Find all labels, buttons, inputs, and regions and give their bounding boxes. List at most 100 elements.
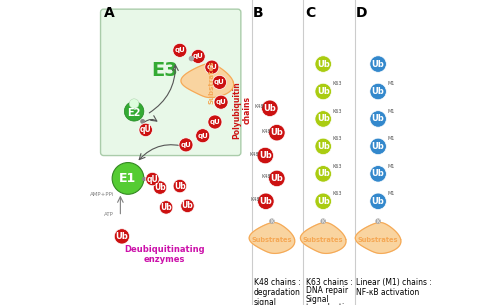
Text: AMP+PPi: AMP+PPi <box>90 192 114 197</box>
Text: qU: qU <box>193 53 203 59</box>
Circle shape <box>315 56 332 72</box>
Text: K48: K48 <box>254 104 264 109</box>
Polygon shape <box>300 223 346 253</box>
Circle shape <box>129 99 139 109</box>
Text: transduction: transduction <box>306 303 354 305</box>
Text: Ub: Ub <box>160 203 172 212</box>
Circle shape <box>258 193 274 210</box>
Text: NF-κB activation: NF-κB activation <box>356 288 420 297</box>
Circle shape <box>257 147 274 164</box>
Circle shape <box>191 49 205 63</box>
Text: Substrates: Substrates <box>252 237 292 243</box>
Circle shape <box>268 170 285 187</box>
Text: Ub: Ub <box>372 87 384 96</box>
Text: Ub: Ub <box>372 169 384 178</box>
Circle shape <box>179 138 193 152</box>
Circle shape <box>173 179 186 193</box>
FancyBboxPatch shape <box>100 9 241 156</box>
Text: M1: M1 <box>387 164 394 169</box>
Text: Ub: Ub <box>372 197 384 206</box>
Text: Deubiquitinating
enzymes: Deubiquitinating enzymes <box>124 245 205 264</box>
Text: C: C <box>305 6 315 20</box>
Circle shape <box>315 138 332 155</box>
Text: Ub: Ub <box>116 232 128 241</box>
Text: Ub: Ub <box>270 128 283 137</box>
Text: Ub: Ub <box>317 114 330 124</box>
Text: K48: K48 <box>250 197 260 202</box>
Text: K: K <box>376 219 380 224</box>
Polygon shape <box>356 223 401 253</box>
Text: Linear (M1) chains :: Linear (M1) chains : <box>356 278 432 287</box>
Text: qU: qU <box>210 119 220 125</box>
Circle shape <box>370 138 386 155</box>
Circle shape <box>315 193 332 210</box>
Circle shape <box>173 43 187 57</box>
Circle shape <box>160 201 173 214</box>
Text: qU: qU <box>214 79 225 85</box>
Circle shape <box>181 199 194 213</box>
Circle shape <box>315 83 332 100</box>
Text: Ub: Ub <box>317 87 330 96</box>
Text: K48: K48 <box>261 129 270 134</box>
Text: Signal: Signal <box>306 295 330 304</box>
Circle shape <box>370 56 386 72</box>
Text: K: K <box>270 219 274 224</box>
Text: Ub: Ub <box>372 114 384 124</box>
Text: Ub: Ub <box>182 201 194 210</box>
Text: degradation: degradation <box>254 288 300 297</box>
Text: Ub: Ub <box>317 59 330 69</box>
Circle shape <box>376 218 381 224</box>
Text: K63: K63 <box>332 191 342 196</box>
Text: M1: M1 <box>387 109 394 114</box>
Text: K: K <box>322 219 325 224</box>
Text: ATP: ATP <box>104 212 115 217</box>
Circle shape <box>370 193 386 210</box>
Circle shape <box>208 115 222 129</box>
Text: Ub: Ub <box>174 181 186 191</box>
Circle shape <box>212 75 226 89</box>
Text: Ub: Ub <box>317 197 330 206</box>
Text: Ub: Ub <box>317 169 330 178</box>
Circle shape <box>262 100 278 117</box>
Circle shape <box>315 166 332 182</box>
Text: qU: qU <box>174 47 185 53</box>
Text: qU: qU <box>180 142 192 148</box>
Text: M1: M1 <box>387 81 394 86</box>
Text: K48: K48 <box>250 152 259 156</box>
Circle shape <box>140 119 145 124</box>
Text: K48: K48 <box>261 174 270 179</box>
Circle shape <box>196 129 209 143</box>
Circle shape <box>205 60 219 74</box>
Text: E1: E1 <box>120 172 136 185</box>
Circle shape <box>269 218 274 224</box>
Text: Ub: Ub <box>372 59 384 69</box>
Circle shape <box>114 229 130 244</box>
Circle shape <box>214 95 228 109</box>
Text: K63: K63 <box>332 136 342 141</box>
Text: Ub: Ub <box>270 174 283 183</box>
Text: Ub: Ub <box>260 197 272 206</box>
Text: qU: qU <box>146 174 158 184</box>
Text: B: B <box>253 6 264 20</box>
Text: Substrates: Substrates <box>303 237 344 243</box>
Text: Polyubiquitin
chains: Polyubiquitin chains <box>232 81 251 139</box>
Circle shape <box>370 111 386 127</box>
Polygon shape <box>181 63 234 98</box>
Polygon shape <box>249 223 294 253</box>
Circle shape <box>142 177 146 181</box>
Circle shape <box>124 102 144 121</box>
Text: qU: qU <box>206 64 217 70</box>
Text: E3: E3 <box>151 61 178 80</box>
Circle shape <box>112 163 144 194</box>
Text: DNA repair: DNA repair <box>306 286 348 295</box>
Circle shape <box>315 111 332 127</box>
Text: Substrates: Substrates <box>209 61 215 104</box>
Text: K63: K63 <box>332 164 342 169</box>
Circle shape <box>146 172 159 186</box>
Circle shape <box>188 56 194 61</box>
Text: Ub: Ub <box>264 104 276 113</box>
Text: K63: K63 <box>332 81 342 86</box>
Text: Ub: Ub <box>317 142 330 151</box>
Circle shape <box>154 181 166 194</box>
Text: M1: M1 <box>387 191 394 196</box>
